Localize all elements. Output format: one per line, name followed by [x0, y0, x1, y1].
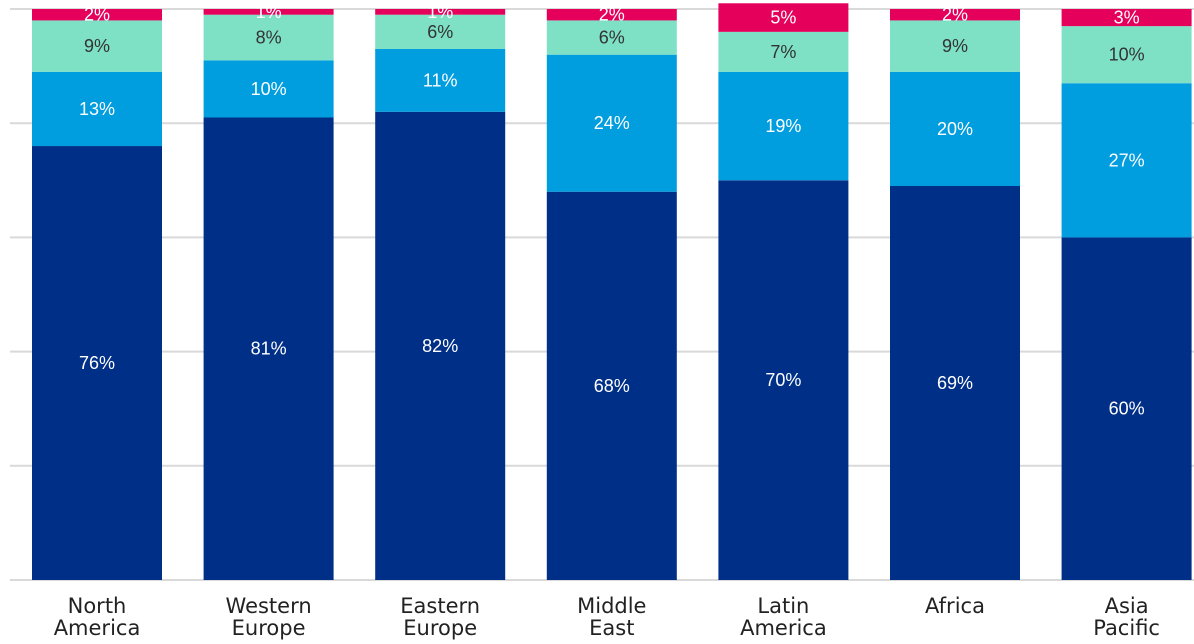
bar-segment-1-5: [718, 180, 849, 581]
bar-segment-2-3: [375, 48, 506, 112]
bar-segment-3-7: [1061, 26, 1192, 84]
category-label-line: East: [589, 616, 634, 640]
data-label: 5%: [770, 8, 796, 28]
bar-segment-1-7: [1061, 237, 1192, 580]
data-label: 70%: [765, 370, 801, 390]
bar-segment-2-2: [203, 60, 334, 118]
data-label: 2%: [599, 5, 625, 25]
data-label: 60%: [1109, 399, 1145, 419]
data-label: 2%: [84, 5, 110, 25]
data-label: 1%: [427, 2, 453, 22]
category-label-line: North: [68, 594, 127, 618]
category-label: Asia Pacific: [1093, 594, 1160, 640]
data-label: 13%: [79, 99, 115, 119]
bar-segment-4-3: [375, 9, 506, 15]
data-label: 69%: [937, 373, 973, 393]
bar-segment-2-6: [890, 71, 1020, 187]
data-label: 10%: [251, 79, 287, 99]
bar-segment-4-7: [1061, 9, 1192, 27]
category-label: Eastern Europe: [400, 594, 480, 640]
bar-segment-3-3: [375, 14, 506, 49]
bar-segment-2-1: [32, 71, 162, 147]
category-label-line: America: [740, 616, 827, 640]
data-label: 9%: [84, 36, 110, 56]
bar-segment-4-1: [32, 9, 162, 21]
data-label: 76%: [79, 353, 115, 373]
bar-segment-2-4: [546, 54, 677, 192]
bar-segment-2-7: [1061, 83, 1192, 238]
bar-segment-2-5: [718, 71, 849, 181]
data-label: 3%: [1114, 8, 1140, 28]
data-label: 11%: [423, 70, 458, 90]
category-label: North America: [54, 594, 141, 640]
bar-segment-1-4: [546, 191, 677, 580]
category-label: Latin America: [740, 594, 827, 640]
data-label: 27%: [1109, 150, 1145, 170]
bar-segment-3-4: [546, 20, 677, 55]
bar-segment-4-6: [890, 9, 1020, 21]
bar-segment-3-2: [203, 14, 334, 61]
data-label: 1%: [256, 2, 282, 22]
category-label-line: America: [54, 616, 141, 640]
bar-segment-4-2: [203, 9, 334, 15]
data-label: 81%: [251, 339, 287, 359]
category-label-line: Europe: [403, 616, 477, 640]
data-label: 10%: [1109, 45, 1145, 65]
bar-segment-1-1: [32, 146, 162, 581]
category-label-line: Western: [226, 594, 312, 618]
data-label: 6%: [427, 22, 453, 42]
data-labels: 76%13%9%2%81%10%8%1%82%11%6%1%68%24%6%2%…: [79, 2, 1145, 419]
category-label-line: Middle: [577, 594, 646, 618]
category-label-line: Latin: [757, 594, 809, 618]
data-label: 68%: [594, 376, 630, 396]
category-label: Africa: [925, 594, 985, 618]
bar-segment-3-6: [890, 20, 1020, 72]
bar-segment-1-3: [375, 111, 506, 580]
data-label: 24%: [594, 113, 630, 133]
category-label-line: Asia: [1105, 594, 1149, 618]
category-label-line: Africa: [925, 594, 985, 618]
data-label: 7%: [770, 42, 796, 62]
category-label-line: Pacific: [1093, 616, 1160, 640]
bar-segment-4-5: [718, 3, 849, 32]
category-label: Western Europe: [226, 594, 312, 640]
bar-segment-3-5: [718, 31, 849, 72]
data-label: 8%: [256, 28, 282, 48]
data-label: 82%: [422, 336, 458, 356]
data-label: 2%: [942, 5, 968, 25]
bar-segment-3-1: [32, 20, 162, 72]
bars: [32, 3, 1192, 581]
bar-segment-1-6: [890, 186, 1020, 580]
category-label: Middle East: [577, 594, 646, 640]
bar-segment-1-2: [203, 117, 334, 581]
category-label-line: Eastern: [400, 594, 480, 618]
data-label: 20%: [937, 119, 973, 139]
bar-segment-4-4: [546, 9, 677, 21]
category-label-line: Europe: [232, 616, 306, 640]
data-label: 19%: [765, 116, 801, 136]
data-label: 9%: [942, 36, 968, 56]
data-label: 6%: [599, 28, 625, 48]
